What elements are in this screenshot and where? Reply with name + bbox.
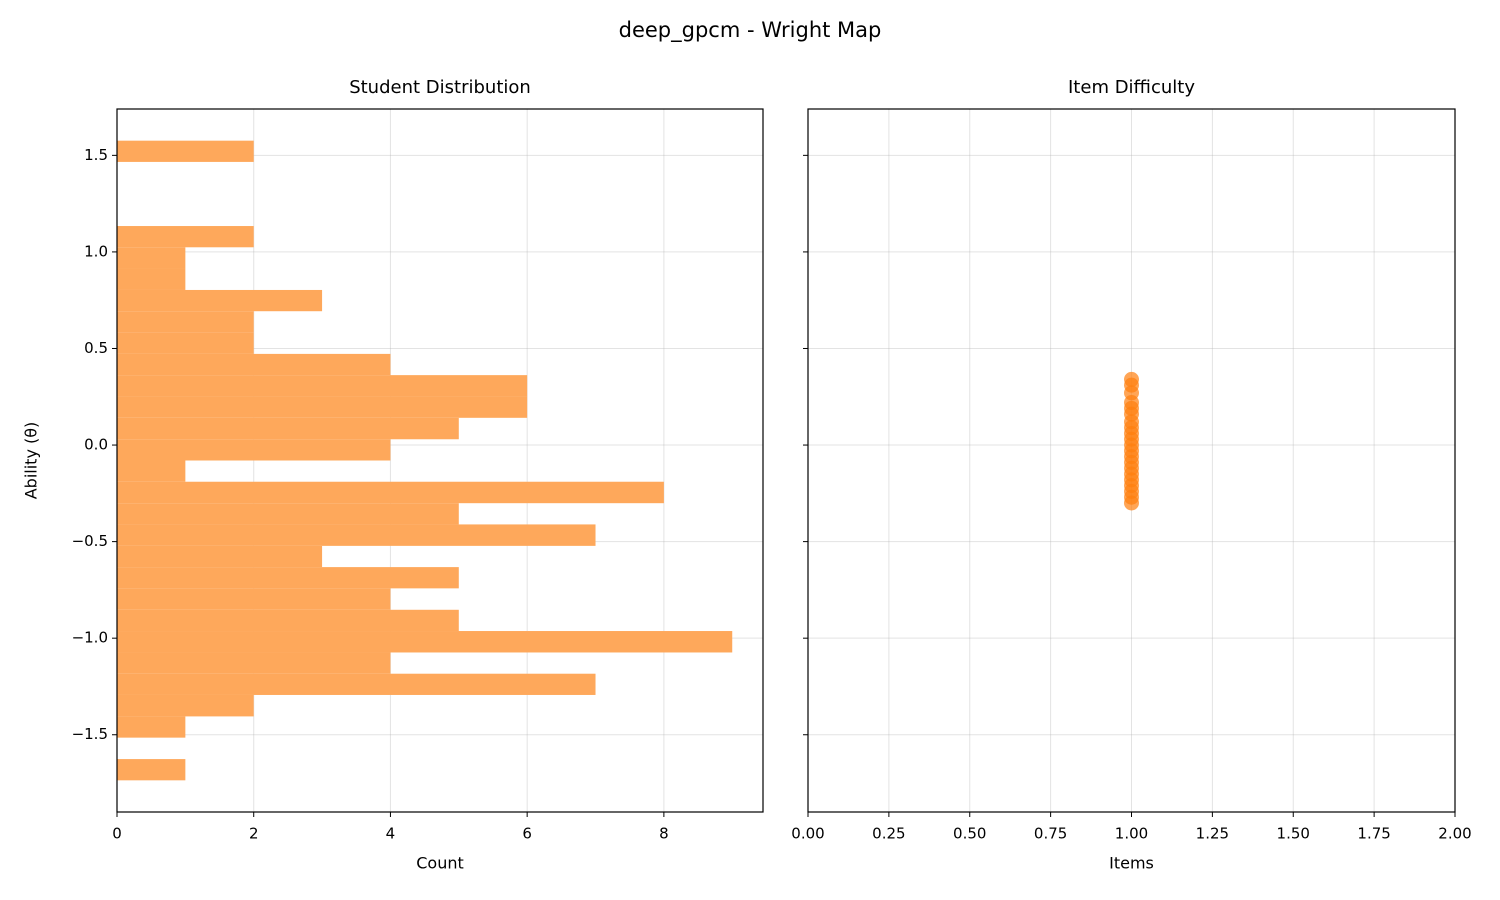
bar [117, 439, 391, 461]
x-tick-label: 0.50 [953, 825, 986, 843]
x-tick-label: 1.75 [1357, 825, 1390, 843]
y-tick-label: 0.5 [84, 339, 108, 357]
bar [117, 481, 664, 504]
bar [117, 503, 459, 525]
x-tick-label: 1.25 [1196, 825, 1229, 843]
bar [117, 268, 186, 290]
y-tick-label: 0.0 [84, 436, 108, 454]
point [1124, 495, 1139, 511]
x-tick-label: 8 [659, 825, 669, 843]
bar [117, 759, 186, 781]
bar [117, 609, 459, 632]
bar [117, 311, 254, 333]
bar [117, 673, 596, 695]
x-axis-label: Count [416, 854, 464, 873]
x-tick-label: 0.00 [791, 825, 824, 843]
bar [117, 652, 391, 674]
y-tick-label: −1.0 [72, 629, 108, 647]
bar [117, 332, 254, 354]
subplot-title: Student Distribution [349, 77, 531, 98]
bar [117, 567, 459, 589]
x-tick-label: 6 [522, 825, 532, 843]
x-tick-label: 4 [386, 825, 396, 843]
y-tick-label: −1.5 [72, 725, 108, 743]
bar [117, 353, 391, 376]
subplot-title: Item Difficulty [1068, 77, 1195, 98]
bar [117, 417, 459, 440]
axes-frame [807, 108, 1456, 813]
x-axis-label: Items [1109, 854, 1154, 873]
bar [117, 140, 254, 162]
y-tick-label: 1.5 [84, 146, 108, 164]
axes-frame [116, 108, 764, 813]
bar [117, 631, 733, 653]
x-tick-label: 2 [249, 825, 259, 843]
figure-title: deep_gpcm - Wright Map [619, 18, 882, 43]
bar [117, 588, 391, 610]
bar [117, 545, 323, 568]
x-tick-label: 2.00 [1438, 825, 1471, 843]
x-tick-label: 0.25 [872, 825, 905, 843]
bar [117, 396, 528, 418]
bar [117, 524, 596, 546]
bar [117, 289, 323, 312]
bar [117, 694, 254, 717]
y-axis-label: Ability (θ) [22, 422, 41, 500]
bar [117, 716, 186, 738]
y-tick-label: −0.5 [72, 532, 108, 550]
bar [117, 226, 254, 248]
x-tick-label: 0 [112, 825, 122, 843]
bar [117, 460, 186, 482]
bar [117, 375, 528, 397]
x-tick-label: 1.00 [1115, 825, 1148, 843]
x-tick-label: 0.75 [1034, 825, 1067, 843]
x-tick-label: 1.50 [1277, 825, 1310, 843]
bar [117, 247, 186, 269]
y-tick-label: 1.0 [84, 242, 108, 260]
